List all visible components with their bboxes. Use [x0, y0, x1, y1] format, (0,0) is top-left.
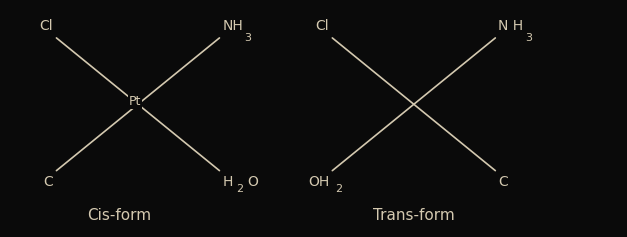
Text: H: H	[223, 175, 233, 189]
Text: Trans-form: Trans-form	[373, 208, 455, 223]
Text: C: C	[498, 175, 508, 189]
Text: Cis-form: Cis-form	[87, 208, 151, 223]
Text: Cl: Cl	[315, 19, 329, 33]
Text: Pt: Pt	[129, 96, 141, 108]
Text: 2: 2	[236, 184, 243, 194]
Text: N H: N H	[498, 19, 524, 33]
Text: O: O	[248, 175, 258, 189]
Text: OH: OH	[308, 175, 329, 189]
Text: 2: 2	[335, 184, 342, 194]
Text: 3: 3	[245, 33, 251, 43]
Text: NH: NH	[223, 19, 243, 33]
Text: C: C	[43, 175, 53, 189]
Text: 3: 3	[525, 33, 532, 43]
Text: Cl: Cl	[40, 19, 53, 33]
